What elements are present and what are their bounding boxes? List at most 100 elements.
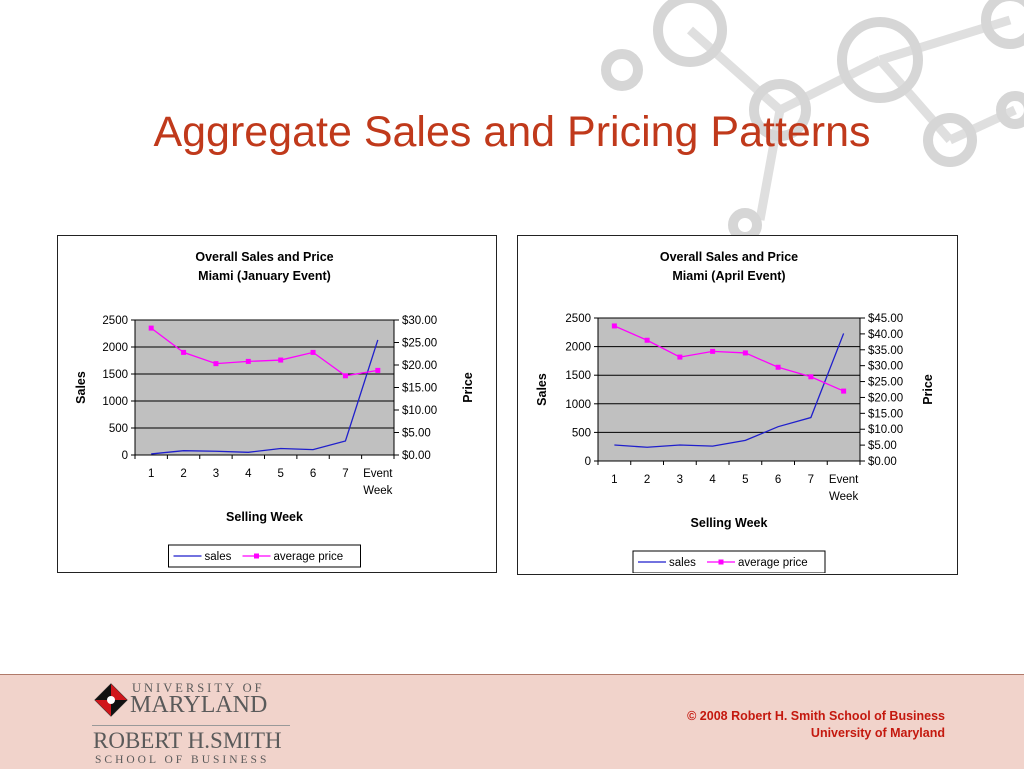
x-axis-title: Selling Week (226, 510, 303, 524)
legend-marker-price (718, 559, 724, 565)
slide-title: Aggregate Sales and Pricing Patterns (153, 108, 871, 156)
y2-axis-title: Price (921, 374, 935, 405)
series-line-sales (614, 333, 845, 448)
y2-tick-label: $20.00 (402, 360, 437, 372)
x-tick-label: 5 (742, 474, 748, 486)
data-point (245, 358, 251, 364)
x-axis-title: Selling Week (691, 516, 768, 530)
x-tick-label: 6 (775, 474, 781, 486)
y2-tick-label: $0.00 (402, 450, 431, 462)
x-tick-label: Event (829, 474, 859, 486)
y-tick-label: 0 (585, 456, 591, 468)
x-tick-label: 7 (342, 468, 348, 480)
footer-bar: UNIVERSITY OF MARYLAND ROBERT H.SMITH SC… (0, 674, 1024, 769)
legend-label-sales: sales (669, 557, 696, 569)
y2-axis-title: Price (461, 372, 475, 403)
data-point (775, 364, 781, 370)
chart-title: Overall Sales and Price (660, 250, 798, 264)
data-point (710, 348, 716, 354)
logo-divider (92, 725, 290, 726)
y-tick-label: 2000 (102, 342, 128, 354)
data-point (310, 349, 316, 355)
x-tick-label: Week (363, 485, 392, 497)
y-tick-label: 500 (109, 423, 128, 435)
y-tick-label: 2500 (102, 315, 128, 327)
y2-tick-label: $10.00 (402, 405, 437, 417)
y2-tick-label: $25.00 (868, 377, 903, 389)
series-line-average-price (150, 327, 378, 377)
x-tick-label: 5 (277, 468, 283, 480)
chart-january: Overall Sales and Price Miami (January Ev… (57, 235, 497, 573)
data-point (148, 325, 154, 331)
chart-subtitle: Miami (April Event) (672, 269, 785, 283)
logo-school-of-business: SCHOOL OF BUSINESS (95, 754, 270, 766)
chart-january-svg: Overall Sales and Price Miami (January Ev… (74, 250, 475, 568)
data-point (644, 337, 650, 343)
x-tick-label: 1 (148, 468, 154, 480)
chart-title: Overall Sales and Price (195, 250, 333, 264)
legend-label-price: average price (738, 557, 808, 569)
x-tick-label: 4 (709, 474, 716, 486)
logo-maryland: MARYLAND (130, 692, 268, 718)
y2-tick-label: $35.00 (868, 345, 903, 357)
y-axis-title: Sales (535, 373, 549, 406)
y2-tick-label: $40.00 (868, 329, 903, 341)
x-tick-label: 4 (245, 468, 252, 480)
y-tick-label: 1500 (565, 370, 591, 382)
logo-robert-h-smith: ROBERT H.SMITH (93, 728, 282, 753)
chart-subtitle: Miami (January Event) (198, 269, 331, 283)
copyright-line-1: © 2008 Robert H. Smith School of Busines… (687, 709, 945, 723)
x-tick-label: Event (363, 468, 393, 480)
y-tick-label: 0 (122, 450, 128, 462)
x-tick-label: 2 (180, 468, 186, 480)
y2-tick-label: $30.00 (402, 315, 437, 327)
data-point (611, 323, 617, 329)
legend-marker-price (254, 553, 259, 559)
y-tick-label: 1500 (102, 369, 128, 381)
legend-label-sales: sales (205, 551, 232, 563)
copyright-line-2: University of Maryland (810, 726, 945, 740)
chart-april-svg: Overall Sales and Price Miami (April Even… (535, 250, 935, 573)
x-tick-label: 3 (677, 474, 683, 486)
data-point (278, 357, 284, 363)
series-line-average-price (614, 325, 844, 392)
y-tick-label: 1000 (565, 399, 591, 411)
y2-tick-label: $15.00 (402, 383, 437, 395)
data-point (742, 350, 748, 356)
y2-tick-label: $10.00 (868, 424, 903, 436)
y2-tick-label: $20.00 (868, 392, 903, 404)
y2-tick-label: $15.00 (868, 408, 903, 420)
data-point (677, 354, 683, 360)
legend-label-price: average price (274, 551, 344, 563)
copyright-notice: © 2008 Robert H. Smith School of Busines… (687, 708, 945, 742)
y2-tick-label: $45.00 (868, 313, 903, 325)
y2-tick-label: $0.00 (868, 456, 897, 468)
data-point (213, 361, 219, 367)
y2-tick-label: $25.00 (402, 338, 437, 350)
x-tick-label: 1 (611, 474, 617, 486)
plot-area (597, 317, 861, 462)
data-point (181, 349, 187, 355)
maryland-flag-icon (94, 683, 128, 717)
y-axis-title: Sales (74, 371, 88, 404)
data-point (375, 367, 381, 373)
x-tick-label: 2 (644, 474, 650, 486)
y-tick-label: 1000 (102, 396, 128, 408)
x-tick-label: 3 (213, 468, 219, 480)
y-tick-label: 2000 (565, 342, 591, 354)
plot-area (134, 319, 395, 456)
chart-april: Overall Sales and Price Miami (April Even… (517, 235, 958, 575)
molecule-background-graphic (601, 0, 1024, 242)
y2-tick-label: $5.00 (402, 428, 431, 440)
x-tick-label: Week (829, 491, 858, 503)
y-tick-label: 500 (572, 427, 591, 439)
y-tick-label: 2500 (565, 313, 591, 325)
data-point (342, 373, 348, 379)
x-tick-label: 6 (310, 468, 316, 480)
umd-logo: UNIVERSITY OF MARYLAND ROBERT H.SMITH SC… (92, 680, 292, 768)
data-point (841, 388, 847, 394)
data-point (808, 374, 814, 380)
x-tick-label: 7 (808, 474, 814, 486)
y2-tick-label: $5.00 (868, 440, 897, 452)
series-line-sales (151, 339, 379, 455)
